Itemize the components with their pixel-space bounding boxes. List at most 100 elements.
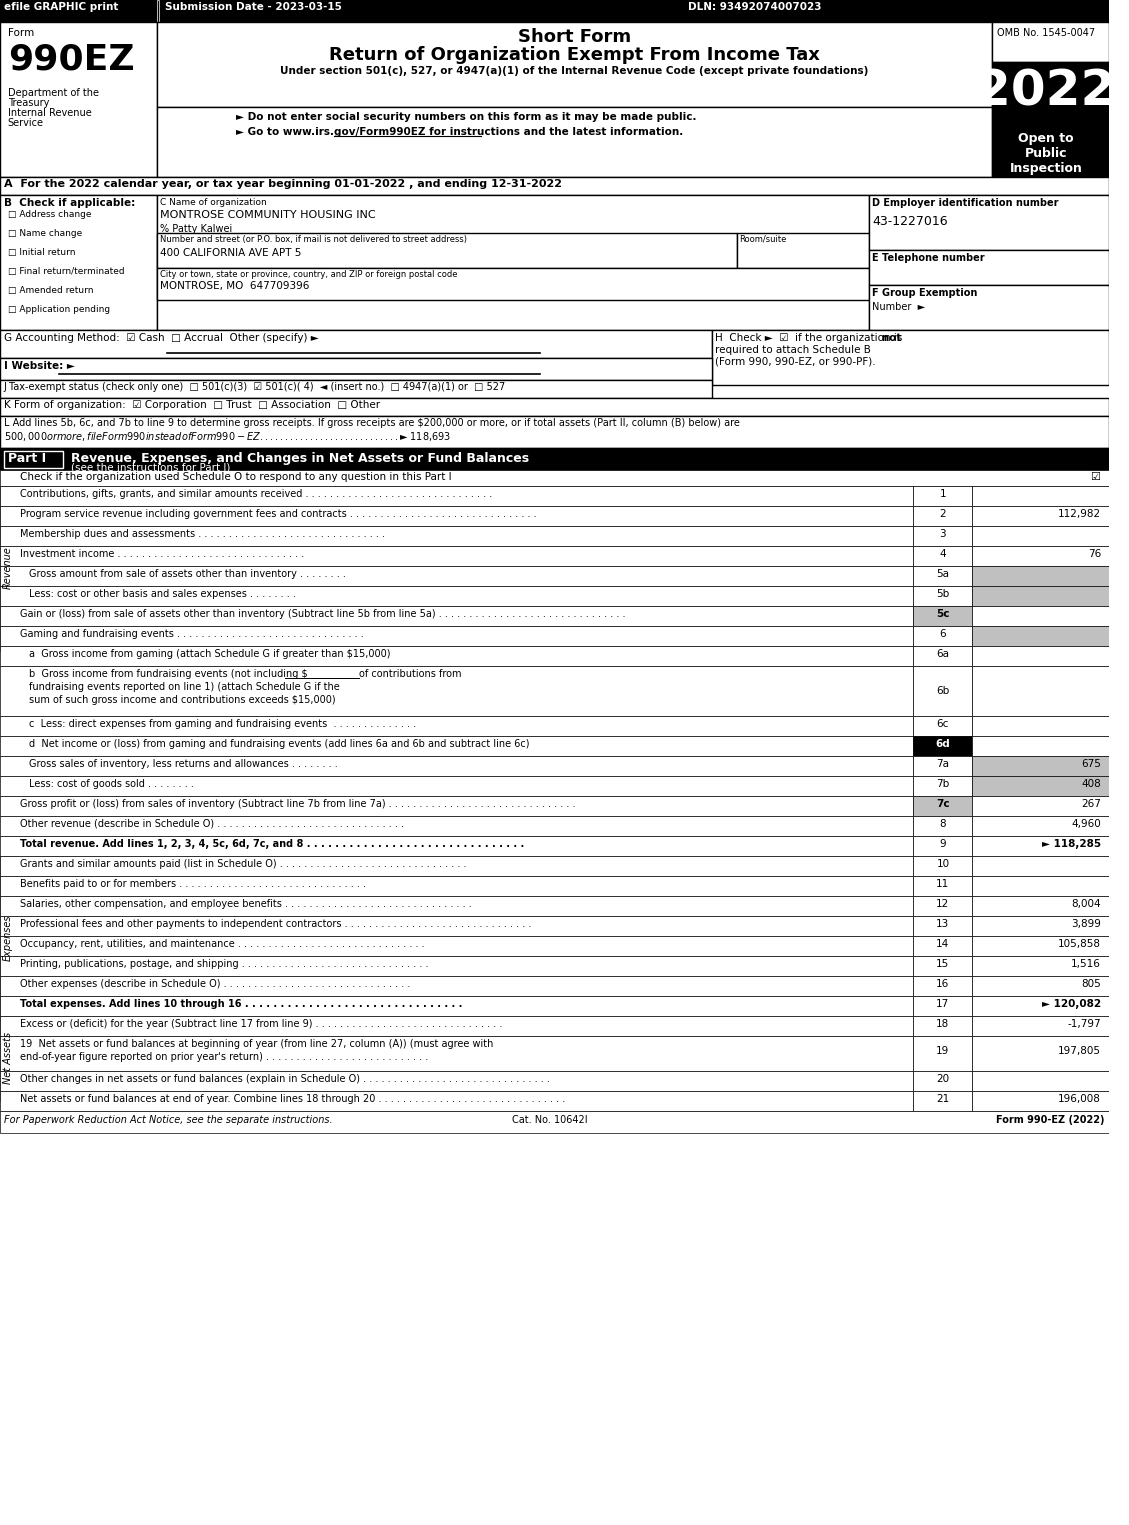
Text: Other changes in net assets or fund balances (explain in Schedule O) . . . . . .: Other changes in net assets or fund bala…	[19, 1074, 550, 1084]
Text: ☑: ☑	[1091, 473, 1101, 482]
Bar	[972, 897, 1109, 917]
Bar	[913, 1035, 972, 1071]
Bar	[913, 756, 972, 776]
Text: -1,797: -1,797	[1067, 1019, 1101, 1029]
Text: 197,805: 197,805	[1058, 1046, 1101, 1055]
Text: K Form of organization:  ☑ Corporation  □ Trust  □ Association  □ Other: K Form of organization: ☑ Corporation □ …	[3, 400, 380, 410]
Bar	[972, 917, 1109, 936]
Bar	[0, 470, 1109, 486]
Text: 105,858: 105,858	[1058, 939, 1101, 949]
Text: D Employer identification number: D Employer identification number	[873, 198, 1059, 207]
Text: ► Do not enter social security numbers on this form as it may be made public.: ► Do not enter social security numbers o…	[236, 111, 697, 122]
Bar	[913, 897, 972, 917]
Bar	[157, 233, 736, 268]
Bar	[972, 717, 1109, 737]
Bar	[972, 666, 1109, 717]
Text: E Telephone number: E Telephone number	[873, 253, 984, 262]
Text: c  Less: direct expenses from gaming and fundraising events  . . . . . . . . . .: c Less: direct expenses from gaming and …	[29, 718, 417, 729]
Text: Form 990-EZ (2022): Form 990-EZ (2022)	[997, 1115, 1105, 1125]
Text: 6c: 6c	[937, 718, 949, 729]
Bar	[157, 0, 159, 21]
Bar	[0, 1112, 1109, 1133]
Bar	[972, 756, 1109, 776]
Bar	[972, 737, 1109, 756]
Bar	[992, 127, 1109, 177]
Bar	[0, 0, 1109, 21]
Bar	[992, 63, 1109, 127]
Text: 6d: 6d	[936, 740, 951, 749]
Bar	[913, 796, 972, 816]
Text: Occupancy, rent, utilities, and maintenance . . . . . . . . . . . . . . . . . . : Occupancy, rent, utilities, and maintena…	[19, 939, 425, 949]
Bar	[0, 486, 16, 651]
Bar	[0, 358, 712, 380]
Text: 7b: 7b	[936, 779, 949, 788]
Text: Benefits paid to or for members . . . . . . . . . . . . . . . . . . . . . . . . : Benefits paid to or for members . . . . …	[19, 878, 366, 889]
Bar	[913, 1090, 972, 1112]
Text: Short Form: Short Form	[518, 27, 631, 46]
Text: L Add lines 5b, 6c, and 7b to line 9 to determine gross receipts. If gross recei: L Add lines 5b, 6c, and 7b to line 9 to …	[3, 418, 739, 442]
Text: sum of such gross income and contributions exceeds $15,000): sum of such gross income and contributio…	[29, 695, 336, 705]
Text: MONTROSE, MO  647709396: MONTROSE, MO 647709396	[160, 281, 309, 291]
Text: DLN: 93492074007023: DLN: 93492074007023	[688, 2, 821, 12]
Text: For Paperwork Reduction Act Notice, see the separate instructions.: For Paperwork Reduction Act Notice, see …	[3, 1115, 333, 1125]
Bar	[0, 737, 913, 756]
Text: Investment income . . . . . . . . . . . . . . . . . . . . . . . . . . . . . . .: Investment income . . . . . . . . . . . …	[19, 549, 304, 560]
Text: a  Gross income from gaming (attach Schedule G if greater than $15,000): a Gross income from gaming (attach Sched…	[29, 650, 391, 659]
Bar	[972, 546, 1109, 566]
Bar	[992, 21, 1109, 63]
Text: Number  ►: Number ►	[873, 302, 926, 313]
Text: Printing, publications, postage, and shipping . . . . . . . . . . . . . . . . . : Printing, publications, postage, and shi…	[19, 959, 428, 968]
Bar	[0, 856, 913, 875]
Text: 9: 9	[939, 839, 946, 849]
Text: Net Assets: Net Assets	[3, 1032, 12, 1084]
Bar	[157, 268, 869, 300]
Bar	[913, 936, 972, 956]
Bar	[0, 875, 913, 897]
Text: b  Gross income from fundraising events (not including $: b Gross income from fundraising events (…	[29, 669, 308, 679]
Text: J Tax-exempt status (check only one)  □ 501(c)(3)  ☑ 501(c)( 4)  ◄ (insert no.) : J Tax-exempt status (check only one) □ 5…	[3, 381, 506, 392]
Bar	[972, 1090, 1109, 1112]
Bar	[0, 976, 913, 996]
Text: 2: 2	[939, 509, 946, 518]
Bar	[913, 586, 972, 605]
Text: of contributions from: of contributions from	[359, 669, 461, 679]
Bar	[0, 177, 1109, 195]
Text: 6a: 6a	[936, 650, 949, 659]
Text: 17: 17	[936, 999, 949, 1010]
Text: □ Amended return: □ Amended return	[8, 287, 94, 294]
Bar	[972, 1035, 1109, 1071]
Text: Less: cost of goods sold . . . . . . . .: Less: cost of goods sold . . . . . . . .	[29, 779, 194, 788]
Text: fundraising events reported on line 1) (attach Schedule G if the: fundraising events reported on line 1) (…	[29, 682, 340, 692]
Bar	[913, 1016, 972, 1035]
Text: 10: 10	[936, 859, 949, 869]
Text: Return of Organization Exempt From Income Tax: Return of Organization Exempt From Incom…	[330, 46, 820, 64]
Text: 5b: 5b	[936, 589, 949, 599]
Bar	[913, 625, 972, 647]
Bar	[913, 566, 972, 586]
Text: (see the instructions for Part I): (see the instructions for Part I)	[71, 464, 230, 473]
Text: 3,899: 3,899	[1071, 920, 1101, 929]
Text: 19  Net assets or fund balances at beginning of year (from line 27, column (A)) : 19 Net assets or fund balances at beginn…	[19, 1039, 493, 1049]
Text: Service: Service	[8, 117, 44, 128]
Bar	[0, 1016, 16, 1101]
Bar	[972, 836, 1109, 856]
Text: Revenue, Expenses, and Changes in Net Assets or Fund Balances: Revenue, Expenses, and Changes in Net As…	[71, 451, 528, 465]
Text: Treasury: Treasury	[8, 98, 50, 108]
Bar	[913, 605, 972, 625]
Bar	[972, 605, 1109, 625]
Bar	[972, 976, 1109, 996]
Bar	[0, 756, 913, 776]
Text: 196,008: 196,008	[1058, 1093, 1101, 1104]
Bar	[913, 546, 972, 566]
Bar	[913, 1071, 972, 1090]
Bar	[0, 816, 913, 836]
Bar	[972, 796, 1109, 816]
Text: Grants and similar amounts paid (list in Schedule O) . . . . . . . . . . . . . .: Grants and similar amounts paid (list in…	[19, 859, 466, 869]
Bar	[972, 875, 1109, 897]
Bar	[0, 836, 913, 856]
Text: Expenses: Expenses	[3, 915, 12, 961]
Text: 675: 675	[1082, 759, 1101, 769]
Bar	[0, 917, 913, 936]
Bar	[0, 796, 913, 816]
Text: 6b: 6b	[936, 686, 949, 695]
